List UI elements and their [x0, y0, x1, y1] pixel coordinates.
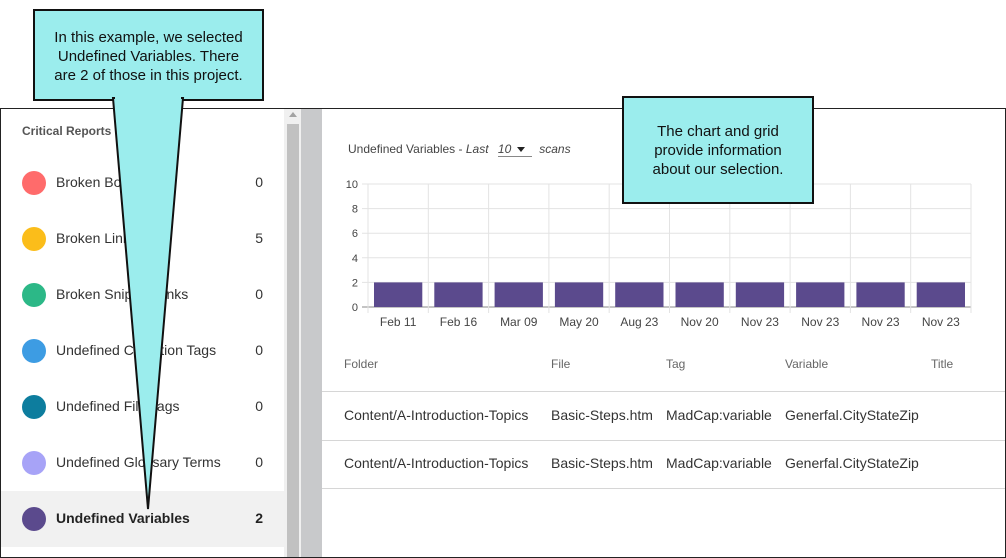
report-item[interactable]: Undefined Condition Tags 0	[1, 323, 284, 379]
x-tick-label: Feb 16	[440, 315, 478, 329]
report-item-label: Broken Bookmarks	[56, 174, 175, 190]
y-tick-label: 6	[352, 228, 358, 240]
report-item-count: 5	[255, 230, 263, 246]
selection-callout: In this example, we selected Undefined V…	[33, 9, 264, 101]
scroll-up-arrow-icon[interactable]	[289, 112, 297, 117]
scrollbar-thumb[interactable]	[287, 124, 299, 557]
status-dot-icon	[22, 171, 46, 195]
y-tick-label: 2	[352, 277, 358, 289]
table-row[interactable]: Content/A-Introduction-Topics Basic-Step…	[322, 440, 1005, 489]
report-item-count: 0	[255, 398, 263, 414]
scans-count-value: 10	[497, 142, 512, 156]
chart-header: Undefined Variables - Last 10 scans	[348, 142, 571, 157]
report-item[interactable]: Undefined Glossary Terms 0	[1, 435, 284, 491]
callout-line: provide information	[654, 142, 782, 159]
x-tick-label: Nov 23	[862, 315, 900, 329]
x-tick-label: Nov 23	[741, 315, 779, 329]
report-item-count: 0	[255, 454, 263, 470]
x-tick-label: Nov 23	[801, 315, 839, 329]
status-dot-icon	[22, 451, 46, 475]
x-tick-label: Feb 11	[380, 315, 417, 329]
report-detail-panel: Undefined Variables - Last 10 scans 0 2 4 6…	[322, 109, 1005, 557]
bar	[856, 282, 905, 307]
report-item-count: 0	[255, 286, 263, 302]
report-item-label: Undefined Condition Tags	[56, 342, 217, 358]
chevron-down-icon	[517, 147, 526, 153]
cell-tag: MadCap:variable	[666, 455, 772, 471]
callout-line: about our selection.	[652, 161, 784, 178]
last-label: Last	[465, 142, 489, 156]
report-item-label: Broken Links	[56, 230, 137, 246]
bar	[796, 282, 845, 307]
report-item-label: Undefined Glossary Terms	[56, 454, 221, 470]
report-item-count: 0	[255, 342, 263, 358]
report-item[interactable]: Undefined Variables 2	[1, 491, 284, 547]
report-item-count: 0	[255, 174, 263, 190]
column-header-tag[interactable]: Tag	[666, 357, 686, 371]
table-row[interactable]: Content/A-Introduction-Topics Basic-Step…	[322, 392, 1005, 441]
report-item[interactable]: Broken Bookmarks 0	[1, 155, 284, 211]
bar	[735, 282, 785, 307]
bar	[374, 282, 423, 307]
report-item[interactable]: Undefined File Tags 0	[1, 379, 284, 435]
status-dot-icon	[22, 507, 46, 531]
status-dot-icon	[22, 283, 46, 307]
report-name: Undefined Variables	[348, 142, 456, 156]
report-item-label: Undefined File Tags	[56, 398, 180, 414]
x-tick-label: Aug 23	[620, 315, 658, 329]
header-separator: -	[455, 142, 466, 156]
y-tick-label: 4	[352, 253, 358, 265]
bar	[675, 282, 724, 307]
scans-count-select[interactable]: 10	[497, 142, 532, 157]
report-item[interactable]: Broken Snippet Links 0	[1, 267, 284, 323]
scans-label: scans	[539, 142, 571, 156]
cell-file: Basic-Steps.htm	[551, 407, 653, 423]
grid-header: Folder File Tag Variable Title	[322, 347, 1005, 392]
report-item[interactable]: Broken Links 5	[1, 211, 284, 267]
cell-variable: Generfal.CityStateZip	[785, 455, 919, 471]
column-header-folder[interactable]: Folder	[344, 357, 379, 371]
scans-bar-chart: 0 2 4 6 8 10 Feb 11 Feb 16 Mar 09 May 20 Aug 23 Nov…	[346, 179, 972, 329]
panel-divider	[301, 109, 322, 557]
status-dot-icon	[22, 227, 46, 251]
y-tick-label: 8	[352, 204, 358, 216]
callout-line: In this example, we selected	[54, 29, 243, 46]
x-tick-label: Nov 23	[922, 315, 960, 329]
column-header-title[interactable]: Title	[931, 357, 954, 371]
report-item-label: Undefined Variables	[56, 510, 190, 526]
cell-file: Basic-Steps.htm	[551, 455, 653, 471]
bar	[494, 282, 543, 307]
bar	[916, 282, 965, 307]
bar	[554, 282, 604, 307]
column-header-variable[interactable]: Variable	[785, 357, 829, 371]
chart-grid-callout: The chart and grid provide information a…	[622, 96, 814, 204]
y-tick-label: 0	[352, 302, 358, 314]
x-tick-label: Mar 09	[500, 315, 538, 329]
bar	[434, 282, 483, 307]
report-item-label: Broken Snippet Links	[56, 286, 189, 302]
panel-title: Critical Reports	[22, 124, 112, 138]
cell-tag: MadCap:variable	[666, 407, 772, 423]
report-window: Critical Reports Broken Bookmarks 0 Broken…	[0, 108, 1006, 558]
callout-line: are 2 of those in this project.	[54, 67, 243, 84]
bar	[615, 282, 664, 307]
critical-reports-panel: Critical Reports Broken Bookmarks 0 Broken…	[1, 109, 284, 557]
report-item-count: 2	[255, 510, 263, 526]
callout-line: Undefined Variables. There	[57, 48, 240, 65]
cell-folder: Content/A-Introduction-Topics	[344, 455, 529, 471]
x-tick-label: Nov 20	[681, 315, 719, 329]
column-header-file[interactable]: File	[551, 357, 571, 371]
status-dot-icon	[22, 339, 46, 363]
cell-variable: Generfal.CityStateZip	[785, 407, 919, 423]
x-tick-label: May 20	[559, 315, 599, 329]
callout-line: The chart and grid	[657, 123, 779, 140]
y-tick-label: 10	[346, 179, 358, 191]
status-dot-icon	[22, 395, 46, 419]
cell-folder: Content/A-Introduction-Topics	[344, 407, 529, 423]
